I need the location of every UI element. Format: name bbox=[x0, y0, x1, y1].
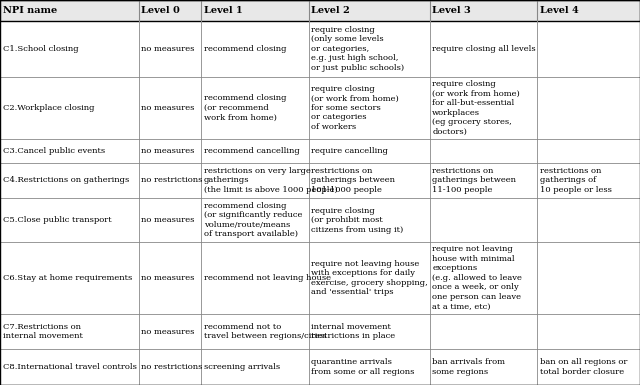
Text: restrictions on
gatherings between
101-1000 people: restrictions on gatherings between 101-1… bbox=[312, 167, 396, 194]
Text: C3.Cancel public events: C3.Cancel public events bbox=[3, 147, 105, 155]
Bar bbox=[0, 0, 640, 21]
Text: Level 3: Level 3 bbox=[432, 6, 471, 15]
Text: C4.Restrictions on gatherings: C4.Restrictions on gatherings bbox=[3, 176, 129, 184]
Text: no measures: no measures bbox=[141, 147, 195, 155]
Text: recommend not to
travel between regions/cities: recommend not to travel between regions/… bbox=[204, 323, 326, 340]
Text: restrictions on very large
gatherings
(the limit is above 1000 people): restrictions on very large gatherings (t… bbox=[204, 167, 337, 194]
Text: C5.Close public transport: C5.Close public transport bbox=[3, 216, 111, 224]
Text: ban on all regions or
total border closure: ban on all regions or total border closu… bbox=[540, 358, 627, 376]
Text: Level 2: Level 2 bbox=[312, 6, 350, 15]
Text: no measures: no measures bbox=[141, 104, 195, 112]
Text: recommend not leaving house: recommend not leaving house bbox=[204, 274, 331, 282]
Text: no restrictions: no restrictions bbox=[141, 176, 203, 184]
Text: Level 0: Level 0 bbox=[141, 6, 180, 15]
Text: no measures: no measures bbox=[141, 45, 195, 53]
Text: require not leaving
house with minimal
exceptions
(e.g. allowed to leave
once a : require not leaving house with minimal e… bbox=[432, 245, 522, 310]
Text: recommend closing
(or recommend
work from home): recommend closing (or recommend work fro… bbox=[204, 94, 287, 121]
Text: quarantine arrivals
from some or all regions: quarantine arrivals from some or all reg… bbox=[312, 358, 415, 376]
Text: no measures: no measures bbox=[141, 274, 195, 282]
Text: internal movement
restrictions in place: internal movement restrictions in place bbox=[312, 323, 396, 340]
Text: Level 4: Level 4 bbox=[540, 6, 579, 15]
Text: C6.Stay at home requirements: C6.Stay at home requirements bbox=[3, 274, 132, 282]
Text: restrictions on
gatherings of
10 people or less: restrictions on gatherings of 10 people … bbox=[540, 167, 611, 194]
Text: require closing
(or prohibit most
citizens from using it): require closing (or prohibit most citize… bbox=[312, 207, 404, 234]
Text: NPI name: NPI name bbox=[3, 6, 57, 15]
Text: recommend closing: recommend closing bbox=[204, 45, 287, 53]
Text: recommend cancelling: recommend cancelling bbox=[204, 147, 300, 155]
Text: no measures: no measures bbox=[141, 216, 195, 224]
Text: no restrictions: no restrictions bbox=[141, 363, 203, 371]
Text: C1.School closing: C1.School closing bbox=[3, 45, 78, 53]
Text: screening arrivals: screening arrivals bbox=[204, 363, 280, 371]
Text: C8.International travel controls: C8.International travel controls bbox=[3, 363, 136, 371]
Text: require closing
(only some levels
or categories,
e.g. just high school,
or just : require closing (only some levels or cat… bbox=[312, 26, 404, 72]
Text: require closing
(or work from home)
for some sectors
or categories
of workers: require closing (or work from home) for … bbox=[312, 85, 399, 131]
Text: Level 1: Level 1 bbox=[204, 6, 243, 15]
Text: no measures: no measures bbox=[141, 328, 195, 336]
Text: require closing
(or work from home)
for all-but-essential
workplaces
(eg grocery: require closing (or work from home) for … bbox=[432, 80, 520, 136]
Text: restrictions on
gatherings between
11-100 people: restrictions on gatherings between 11-10… bbox=[432, 167, 516, 194]
Text: require closing all levels: require closing all levels bbox=[432, 45, 536, 53]
Text: recommend closing
(or significantly reduce
volume/route/means
of transport avail: recommend closing (or significantly redu… bbox=[204, 202, 302, 238]
Text: C7.Restrictions on
internal movement: C7.Restrictions on internal movement bbox=[3, 323, 83, 340]
Text: C2.Workplace closing: C2.Workplace closing bbox=[3, 104, 94, 112]
Text: require not leaving house
with exceptions for daily
exercise, grocery shopping,
: require not leaving house with exception… bbox=[312, 259, 428, 296]
Text: ban arrivals from
some regions: ban arrivals from some regions bbox=[432, 358, 505, 376]
Text: require cancelling: require cancelling bbox=[312, 147, 388, 155]
